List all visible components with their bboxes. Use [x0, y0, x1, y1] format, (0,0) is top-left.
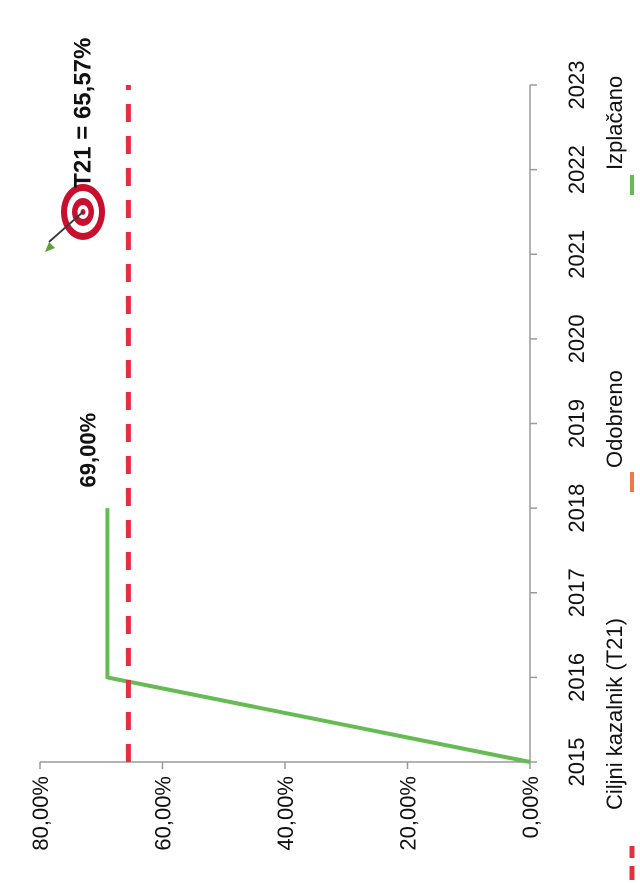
value-tick-label: 80,00%: [28, 776, 53, 851]
time-tick-label: 2023: [564, 61, 589, 110]
time-tick-label: 2020: [564, 314, 589, 363]
time-tick-label: 2016: [564, 653, 589, 702]
value-tick-label: 20,00%: [396, 776, 421, 851]
legend-label-ciljni-kazalnik-t21: Ciljni kazalnik (T21): [602, 618, 627, 810]
axes: 0,00% 20,00% 40,00% 60,00% 80,00% 2015 2016 201…: [28, 61, 589, 851]
legend-label-odobreno: Odobreno: [602, 370, 627, 468]
time-tick-label: 2017: [564, 568, 589, 617]
time-tick-label: 2015: [564, 738, 589, 787]
time-tick-label: 2021: [564, 230, 589, 279]
series-line-izpla-ano: [105, 508, 531, 764]
annotations: 69,00% T21 = 65,57%: [45, 38, 105, 488]
value-tick-label: 40,00%: [273, 776, 298, 851]
value-tick-label: 60,00%: [151, 776, 176, 851]
time-tick-label: 2022: [564, 145, 589, 194]
legend-label-izpla-ano: Izplačano: [602, 76, 627, 170]
value-tick-label: 0,00%: [518, 776, 543, 838]
annotation-value-label: 69,00%: [75, 413, 100, 488]
time-tick-label: 2018: [564, 484, 589, 533]
annotation-target-label: T21 = 65,57%: [69, 38, 96, 188]
legend: Ciljni kazalnik (T21) Odobreno Izplačano: [602, 76, 635, 880]
target-icon: [45, 183, 105, 252]
series-layer: [105, 85, 531, 764]
time-tick-label: 2019: [564, 399, 589, 448]
